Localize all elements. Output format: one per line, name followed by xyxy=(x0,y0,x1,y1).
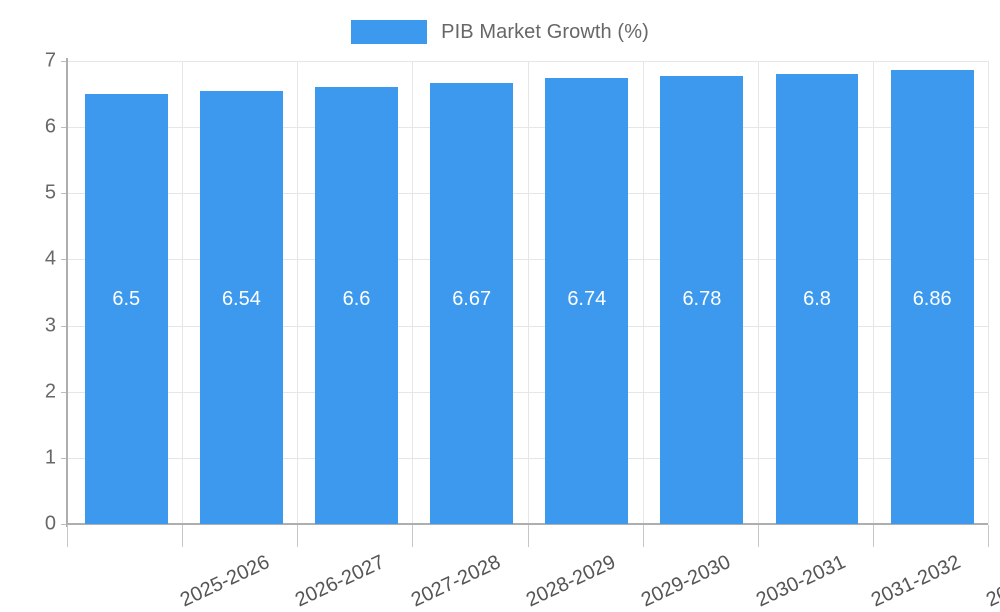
gridline-horizontal xyxy=(67,325,988,327)
y-axis-tick-mark xyxy=(61,193,69,195)
bar-slot: 6.54 xyxy=(182,61,297,524)
bar-slot: 6.74 xyxy=(528,61,643,524)
y-axis-tick-mark xyxy=(61,61,69,62)
y-axis-tick-label: 1 xyxy=(44,446,56,469)
y-axis-line xyxy=(66,58,68,527)
y-axis-tick-mark xyxy=(61,457,69,459)
bar-value-label: 6.74 xyxy=(567,288,607,310)
gridline-horizontal xyxy=(67,259,988,261)
bar[interactable]: 6.8 xyxy=(775,74,859,524)
y-axis-tick-mark xyxy=(61,127,69,129)
bar-slot: 6.78 xyxy=(643,61,758,524)
y-axis-tick-label: 4 xyxy=(44,247,56,270)
bar[interactable]: 6.86 xyxy=(890,70,974,524)
bar-slot: 6.6 xyxy=(297,61,412,524)
x-axis-line xyxy=(67,523,988,525)
gridline-vertical xyxy=(182,61,183,524)
bar-slot: 6.5 xyxy=(67,61,182,524)
bar[interactable]: 6.74 xyxy=(545,78,629,524)
bar-value-label: 6.78 xyxy=(682,288,722,310)
y-axis-tick-mark xyxy=(61,325,69,327)
bar-slot: 6.86 xyxy=(873,61,988,524)
x-axis-tick-mark xyxy=(758,525,759,547)
x-axis-tick-label: 2025-2026 xyxy=(177,551,274,612)
gridline-horizontal xyxy=(67,457,988,459)
bar-slot: 6.8 xyxy=(758,61,873,524)
y-axis-tick-label: 2 xyxy=(44,380,56,403)
x-axis-tick-mark xyxy=(412,525,413,547)
x-axis-tick-mark xyxy=(528,525,529,547)
gridline-horizontal xyxy=(67,391,988,393)
gridline-vertical xyxy=(297,61,298,524)
x-axis-tick-mark xyxy=(643,525,644,547)
x-axis-tick-label: 2031-2032 xyxy=(868,551,965,612)
bar[interactable]: 6.78 xyxy=(660,75,744,524)
bar-slot: 6.67 xyxy=(412,61,527,524)
x-axis-tick-mark xyxy=(67,525,68,547)
y-axis-tick-label: 3 xyxy=(44,314,56,337)
x-axis-tick-mark xyxy=(297,525,298,547)
x-axis-tick-mark xyxy=(988,525,989,547)
bar[interactable]: 6.67 xyxy=(430,82,514,524)
bar[interactable]: 6.54 xyxy=(199,91,283,524)
bar-value-label: 6.6 xyxy=(342,288,371,310)
gridline-horizontal xyxy=(67,61,988,62)
legend-color-swatch-icon xyxy=(351,20,428,44)
bar-value-label: 6.8 xyxy=(803,288,831,310)
bar-value-label: 6.54 xyxy=(221,288,261,310)
x-axis-tick-label: 2028-2029 xyxy=(522,551,619,612)
bar-value-label: 6.86 xyxy=(912,288,952,310)
x-axis-tick-label: 2030-2031 xyxy=(752,551,849,612)
x-axis-tick-label: 2032-2033 xyxy=(983,551,1000,612)
legend-item-pib-market-growth[interactable]: PIB Market Growth (%) xyxy=(351,20,649,44)
y-axis-tick-label: 0 xyxy=(44,512,56,535)
y-axis-tick-mark xyxy=(61,524,69,525)
plot-gridlines xyxy=(67,61,989,525)
x-axis-tick-labels: 2025-2026 2026-2027 2027-2028 2028-2029 2029… xyxy=(67,525,1000,611)
chart-legend: PIB Market Growth (%) xyxy=(0,14,1000,50)
gridline-vertical xyxy=(873,61,874,524)
gridline-vertical xyxy=(988,61,989,524)
gridline-vertical xyxy=(528,61,529,524)
gridline-horizontal xyxy=(67,127,988,129)
y-axis-tick-label: 7 xyxy=(44,49,56,72)
x-axis-tick-mark xyxy=(182,525,183,547)
y-axis-tick-mark xyxy=(61,391,69,393)
gridline-vertical xyxy=(758,61,759,524)
x-axis-tick-label: 2029-2030 xyxy=(637,551,734,612)
bar-value-label: 6.67 xyxy=(452,288,492,310)
legend-item-label: PIB Market Growth (%) xyxy=(441,20,649,43)
bar-value-label: 6.5 xyxy=(112,288,141,310)
x-axis-tick-label: 2026-2027 xyxy=(292,551,389,612)
y-axis-tick-labels: 0 1 2 3 4 5 6 7 xyxy=(0,0,69,600)
y-axis-tick-mark xyxy=(61,259,69,261)
gridline-vertical xyxy=(643,61,644,524)
x-axis-tick-label: 2027-2028 xyxy=(407,551,504,612)
bar[interactable]: 6.5 xyxy=(84,94,168,524)
y-axis-tick-label: 5 xyxy=(44,181,56,204)
bar-series-pib-market-growth: 6.5 6.54 6.6 6.67 6.74 6.78 6.8 6.86 xyxy=(67,61,988,524)
y-axis-tick-label: 6 xyxy=(44,115,56,138)
bar[interactable]: 6.6 xyxy=(315,87,398,524)
gridline-horizontal xyxy=(67,193,988,195)
x-axis-tick-mark xyxy=(873,525,874,547)
gridline-vertical xyxy=(412,61,413,524)
